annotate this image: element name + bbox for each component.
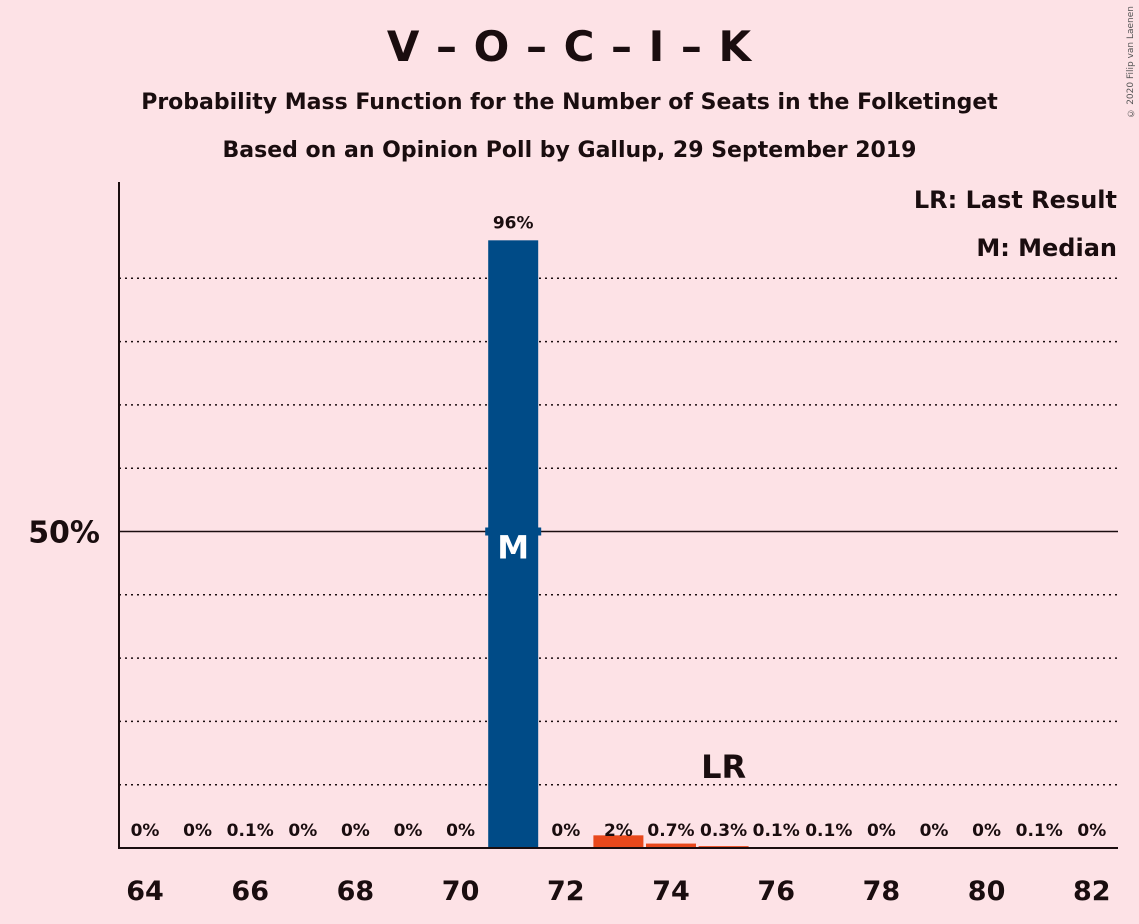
bar-73 — [593, 835, 644, 848]
data-label-67: 0% — [288, 821, 317, 841]
x-tick-label-74: 74 — [652, 876, 690, 907]
x-tick-label-70: 70 — [442, 876, 480, 907]
data-label-68: 0% — [341, 821, 370, 841]
data-label-69: 0% — [394, 821, 423, 841]
median-marker: M — [497, 529, 529, 567]
x-tick-label-66: 66 — [231, 876, 269, 907]
legend-median: M: Median — [976, 234, 1117, 262]
data-label-77: 0.1% — [805, 821, 852, 841]
data-label-72: 0% — [551, 821, 580, 841]
data-label-78: 0% — [867, 821, 896, 841]
data-label-74: 0.7% — [647, 821, 694, 841]
median-line-gap — [485, 527, 542, 536]
bar-71 — [488, 240, 539, 848]
chart-title: V – O – C – I – K — [386, 22, 753, 71]
x-tick-label-76: 76 — [757, 876, 795, 907]
last-result-marker: LR — [701, 748, 746, 786]
bar-74 — [646, 843, 696, 848]
x-tick-label-68: 68 — [337, 876, 375, 907]
chart-subtitle: Probability Mass Function for the Number… — [141, 90, 998, 115]
data-label-70: 0% — [446, 821, 475, 841]
data-label-75: 0.3% — [700, 821, 747, 841]
data-label-79: 0% — [920, 821, 949, 841]
data-label-65: 0% — [183, 821, 212, 841]
data-label-80: 0% — [972, 821, 1001, 841]
y-tick-label: 50% — [28, 516, 100, 551]
x-tick-label-64: 64 — [126, 876, 164, 907]
x-tick-label-82: 82 — [1073, 876, 1111, 907]
chart-subtitle-poll: Based on an Opinion Poll by Gallup, 29 S… — [222, 138, 917, 163]
data-label-66: 0.1% — [227, 821, 274, 841]
x-tick-label-80: 80 — [968, 876, 1006, 907]
data-label-76: 0.1% — [753, 821, 800, 841]
data-label-81: 0.1% — [1016, 821, 1063, 841]
data-label-71: 96% — [493, 213, 534, 233]
data-label-82: 0% — [1077, 821, 1106, 841]
data-label-73: 2% — [604, 821, 633, 841]
x-tick-label-78: 78 — [863, 876, 901, 907]
legend-last-result: LR: Last Result — [913, 186, 1117, 214]
x-tick-label-72: 72 — [547, 876, 585, 907]
data-label-64: 0% — [131, 821, 160, 841]
